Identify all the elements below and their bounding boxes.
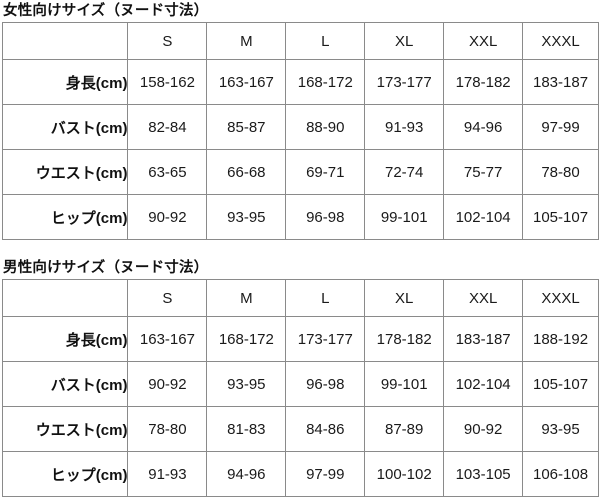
column-header-xxl: XXL bbox=[443, 279, 524, 317]
size-table-men: S M L XL XXL XXXL 身長(cm) 163-167 168-172… bbox=[2, 279, 599, 497]
section-women: 女性向けサイズ（ヌード寸法） S M L XL XXL XXXL bbox=[0, 0, 600, 240]
cell-value: 94-96 bbox=[443, 104, 524, 150]
cell-value: 75-77 bbox=[443, 149, 524, 195]
table-row: 身長(cm) 163-167 168-172 173-177 178-182 1… bbox=[2, 316, 599, 362]
size-table-women: S M L XL XXL XXXL 身長(cm) 158-162 163-167… bbox=[2, 22, 599, 240]
row-label-hip: ヒップ(cm) bbox=[2, 451, 129, 497]
cell-value: 91-93 bbox=[364, 104, 445, 150]
column-header-m: M bbox=[206, 22, 287, 60]
cell-value: 178-182 bbox=[443, 59, 524, 105]
cell-value: 90-92 bbox=[127, 194, 208, 240]
table-row: ヒップ(cm) 90-92 93-95 96-98 99-101 102-104… bbox=[2, 194, 599, 240]
cell-value: 84-86 bbox=[285, 406, 366, 452]
cell-value: 90-92 bbox=[127, 361, 208, 407]
cell-value: 173-177 bbox=[364, 59, 445, 105]
row-label-waist: ウエスト(cm) bbox=[2, 149, 129, 195]
cell-value: 102-104 bbox=[443, 194, 524, 240]
cell-value: 168-172 bbox=[285, 59, 366, 105]
column-header-xl: XL bbox=[364, 22, 445, 60]
cell-value: 96-98 bbox=[285, 361, 366, 407]
column-header-xxl: XXL bbox=[443, 22, 524, 60]
cell-value: 183-187 bbox=[443, 316, 524, 362]
cell-value: 106-108 bbox=[522, 451, 599, 497]
table-row: ウエスト(cm) 78-80 81-83 84-86 87-89 90-92 9… bbox=[2, 406, 599, 452]
cell-value: 97-99 bbox=[522, 104, 599, 150]
column-header-s: S bbox=[127, 22, 208, 60]
row-label-hip: ヒップ(cm) bbox=[2, 194, 129, 240]
cell-value: 93-95 bbox=[206, 194, 287, 240]
cell-value: 163-167 bbox=[127, 316, 208, 362]
cell-value: 97-99 bbox=[285, 451, 366, 497]
row-label-height: 身長(cm) bbox=[2, 59, 129, 105]
table-header-row: S M L XL XXL XXXL bbox=[2, 22, 599, 60]
cell-value: 99-101 bbox=[364, 194, 445, 240]
cell-value: 96-98 bbox=[285, 194, 366, 240]
cell-value: 102-104 bbox=[443, 361, 524, 407]
cell-value: 168-172 bbox=[206, 316, 287, 362]
cell-value: 93-95 bbox=[522, 406, 599, 452]
column-header-l: L bbox=[285, 22, 366, 60]
column-header-xxxl: XXXL bbox=[522, 279, 599, 317]
cell-value: 81-83 bbox=[206, 406, 287, 452]
cell-value: 78-80 bbox=[522, 149, 599, 195]
cell-value: 78-80 bbox=[127, 406, 208, 452]
cell-value: 87-89 bbox=[364, 406, 445, 452]
section-title-men: 男性向けサイズ（ヌード寸法） bbox=[3, 260, 209, 276]
cell-value: 88-90 bbox=[285, 104, 366, 150]
row-label-waist: ウエスト(cm) bbox=[2, 406, 129, 452]
table-corner-cell bbox=[2, 279, 129, 317]
column-header-xl: XL bbox=[364, 279, 445, 317]
cell-value: 82-84 bbox=[127, 104, 208, 150]
cell-value: 94-96 bbox=[206, 451, 287, 497]
row-label-height: 身長(cm) bbox=[2, 316, 129, 362]
cell-value: 85-87 bbox=[206, 104, 287, 150]
cell-value: 183-187 bbox=[522, 59, 599, 105]
cell-value: 105-107 bbox=[522, 194, 599, 240]
cell-value: 66-68 bbox=[206, 149, 287, 195]
cell-value: 103-105 bbox=[443, 451, 524, 497]
column-header-xxxl: XXXL bbox=[522, 22, 599, 60]
table-corner-cell bbox=[2, 22, 129, 60]
cell-value: 72-74 bbox=[364, 149, 445, 195]
table-row: バスト(cm) 82-84 85-87 88-90 91-93 94-96 97… bbox=[2, 104, 599, 150]
cell-value: 69-71 bbox=[285, 149, 366, 195]
table-row: ヒップ(cm) 91-93 94-96 97-99 100-102 103-10… bbox=[2, 451, 599, 497]
section-men: 男性向けサイズ（ヌード寸法） S M L XL XXL XXXL bbox=[0, 257, 600, 497]
row-label-bust: バスト(cm) bbox=[2, 104, 129, 150]
cell-value: 158-162 bbox=[127, 59, 208, 105]
column-header-s: S bbox=[127, 279, 208, 317]
cell-value: 173-177 bbox=[285, 316, 366, 362]
table-row: ウエスト(cm) 63-65 66-68 69-71 72-74 75-77 7… bbox=[2, 149, 599, 195]
row-label-bust: バスト(cm) bbox=[2, 361, 129, 407]
cell-value: 105-107 bbox=[522, 361, 599, 407]
column-header-m: M bbox=[206, 279, 287, 317]
cell-value: 178-182 bbox=[364, 316, 445, 362]
table-row: バスト(cm) 90-92 93-95 96-98 99-101 102-104… bbox=[2, 361, 599, 407]
cell-value: 63-65 bbox=[127, 149, 208, 195]
cell-value: 93-95 bbox=[206, 361, 287, 407]
cell-value: 90-92 bbox=[443, 406, 524, 452]
section-title-women: 女性向けサイズ（ヌード寸法） bbox=[3, 3, 209, 19]
table-header-row: S M L XL XXL XXXL bbox=[2, 279, 599, 317]
cell-value: 163-167 bbox=[206, 59, 287, 105]
cell-value: 188-192 bbox=[522, 316, 599, 362]
cell-value: 99-101 bbox=[364, 361, 445, 407]
cell-value: 91-93 bbox=[127, 451, 208, 497]
table-row: 身長(cm) 158-162 163-167 168-172 173-177 1… bbox=[2, 59, 599, 105]
cell-value: 100-102 bbox=[364, 451, 445, 497]
column-header-l: L bbox=[285, 279, 366, 317]
